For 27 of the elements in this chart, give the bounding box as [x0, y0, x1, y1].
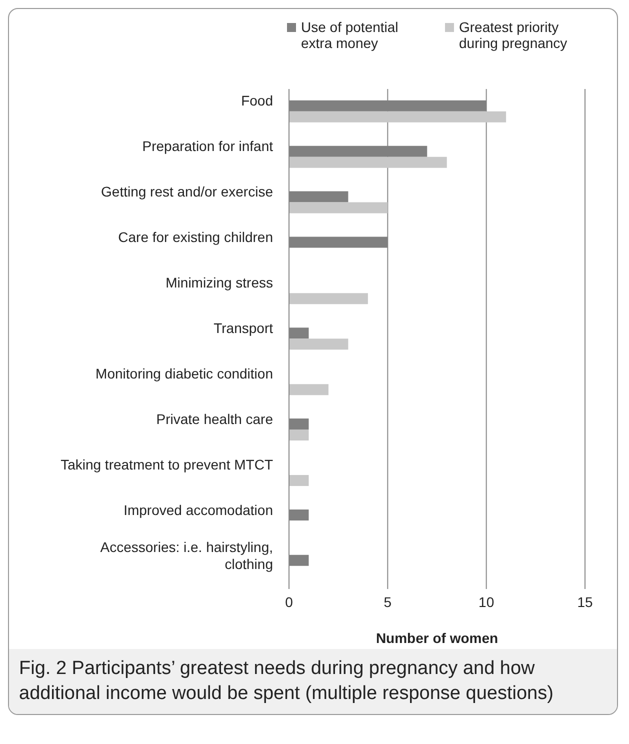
bar — [289, 156, 447, 168]
bar — [289, 384, 328, 396]
bar — [289, 338, 348, 350]
x-tick-label: 10 — [478, 594, 494, 610]
y-tick-label: Preparation for infant — [142, 138, 274, 154]
y-tick-label: Improved accomodation — [124, 502, 273, 518]
y-tick-label: Food — [241, 92, 273, 109]
x-tick-label: 0 — [285, 594, 294, 610]
y-tick-label: Care for existing children — [118, 229, 273, 246]
y-tick-label: Monitoring diabetic condition — [96, 365, 273, 382]
legend-label: Use of potential extra money — [301, 19, 400, 51]
y-tick-label: Accessories: i.e. hairstyling, clothing — [100, 538, 273, 572]
legend-label: Greatest priority during pregnancy — [459, 19, 568, 51]
y-tick-label: Getting rest and/or exercise — [101, 184, 274, 200]
y-tick-label: Private health care — [156, 410, 274, 427]
y-tick-label: Transport — [214, 320, 274, 336]
y-tick-label: Minimizing stress — [166, 274, 273, 291]
x-tick-label: 5 — [384, 594, 392, 610]
y-tick-label: Taking treatment to prevent MTCT — [60, 456, 274, 472]
bar — [289, 293, 368, 304]
x-tick-label: 15 — [577, 594, 593, 610]
caption: Fig. 2 Participants’ greatest needs during pregnancy and how additional income would be spent (multiple response questions) — [9, 649, 617, 714]
bar — [289, 202, 388, 214]
bar — [289, 111, 506, 122]
x-axis-title: Number of women — [376, 630, 498, 646]
bar — [289, 430, 309, 441]
bar — [289, 475, 309, 486]
